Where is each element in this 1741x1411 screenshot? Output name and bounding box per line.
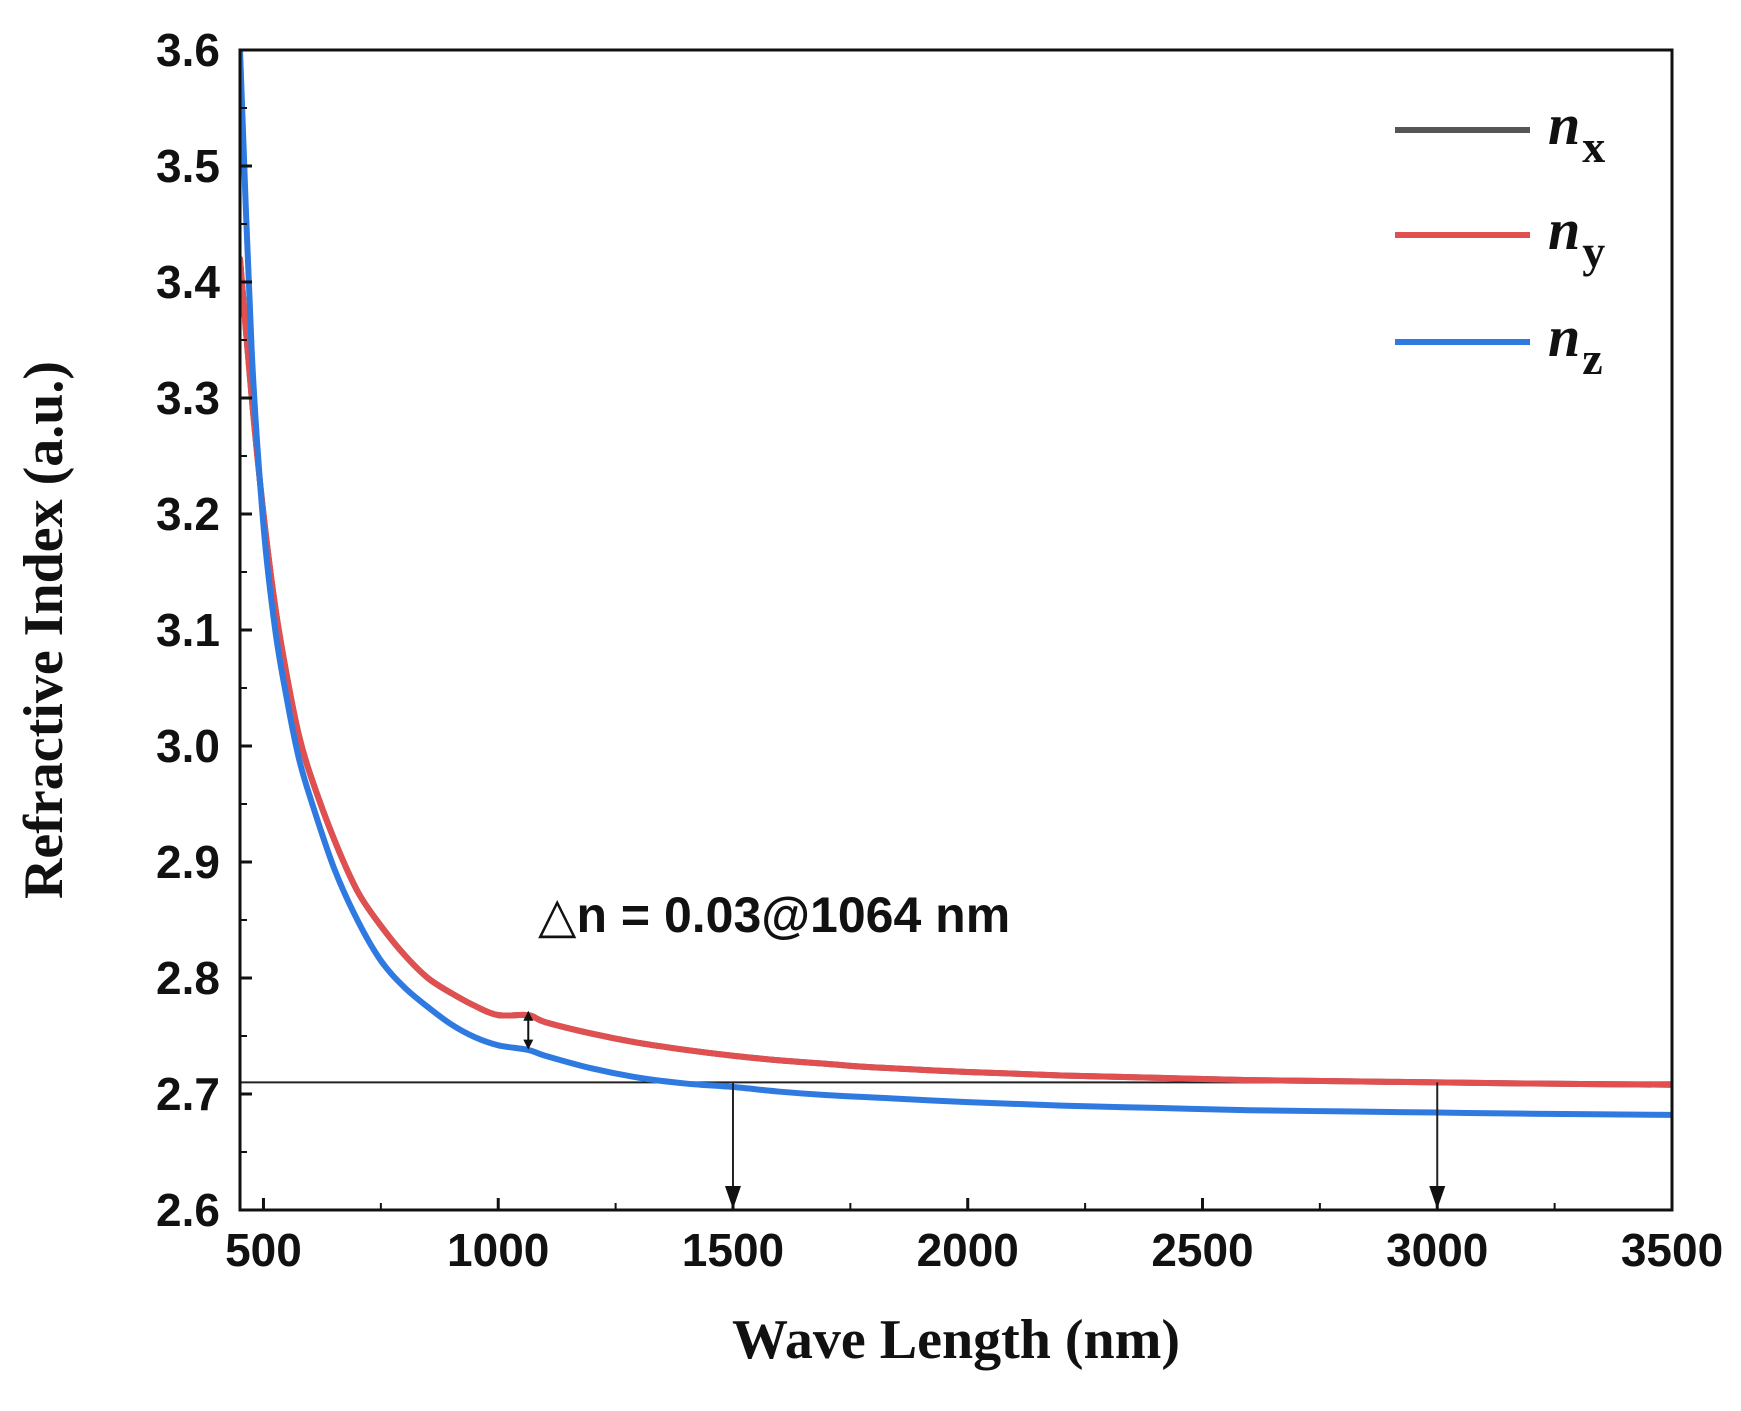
- y-axis-title: Refractive Index (a.u.): [13, 361, 75, 899]
- x-axis-title: Wave Length (nm): [732, 1309, 1180, 1371]
- arrow-down-head-1500: [724, 1186, 741, 1209]
- y-tick-label: 3.1: [156, 604, 220, 656]
- legend-label-n-z: nz: [1548, 304, 1603, 384]
- y-tick-label: 3.5: [156, 140, 220, 192]
- y-tick-label: 3.4: [156, 256, 220, 308]
- x-tick-label: 3000: [1386, 1224, 1488, 1276]
- y-tick-label: 3.6: [156, 24, 220, 76]
- legend: nx ny nz: [1395, 92, 1605, 384]
- series-line-n-y: [240, 255, 1672, 1088]
- y-tick-label: 3.3: [156, 372, 220, 424]
- y-tick-label: 2.8: [156, 952, 220, 1004]
- y-tick-label: 3.2: [156, 488, 220, 540]
- x-tick-label: 3500: [1621, 1224, 1723, 1276]
- delta-marker-head-bottom: [523, 1039, 534, 1050]
- x-tick-label: 2500: [1151, 1224, 1253, 1276]
- x-tick-label: 1000: [447, 1224, 549, 1276]
- annotation-delta-n: △n = 0.03@1064 nm: [538, 887, 1010, 943]
- legend-label-n-x: nx: [1548, 92, 1605, 172]
- legend-label-n-y: ny: [1548, 197, 1605, 277]
- x-tick-label: 500: [225, 1224, 302, 1276]
- y-tick-label: 3.0: [156, 720, 220, 772]
- delta-marker-head-top: [523, 1010, 534, 1021]
- y-tick-label: 2.6: [156, 1184, 220, 1236]
- plot-frame: [238, 48, 1674, 1212]
- y-tick-label: 2.9: [156, 836, 220, 888]
- x-tick-label: 2000: [917, 1224, 1019, 1276]
- series-line-n-x: [240, 255, 1672, 1088]
- y-tick-label: 2.7: [156, 1068, 220, 1120]
- arrow-down-head-3000: [1429, 1186, 1446, 1209]
- series-line-n-z: [240, 50, 1672, 1118]
- x-tick-label: 1500: [682, 1224, 784, 1276]
